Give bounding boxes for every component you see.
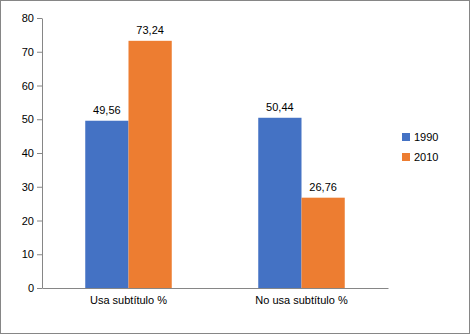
y-axis-line bbox=[42, 19, 43, 289]
chart-frame bbox=[1, 1, 470, 334]
x-axis-line bbox=[43, 288, 389, 289]
y-tick: 30 bbox=[22, 181, 42, 193]
x-tick-label: Usa subtítulo % bbox=[90, 294, 167, 306]
y-tick: 60 bbox=[22, 80, 42, 92]
x-tick: Usa subtítulo % bbox=[90, 288, 167, 306]
bar bbox=[129, 41, 172, 288]
x-tick-label: No usa subtítulo % bbox=[255, 294, 348, 306]
y-tick-label: 50 bbox=[22, 113, 34, 125]
y-tick: 40 bbox=[22, 147, 42, 159]
data-label: 50,44 bbox=[266, 101, 294, 113]
y-tick: 50 bbox=[22, 113, 42, 125]
y-tick: 70 bbox=[22, 46, 42, 58]
y-tick: 20 bbox=[22, 215, 42, 227]
x-tick: No usa subtítulo % bbox=[255, 288, 348, 306]
bars bbox=[85, 41, 345, 288]
bar bbox=[258, 118, 301, 288]
data-labels: 49,56 50,44 73,24 26,76 bbox=[93, 24, 337, 193]
x-axis: Usa subtítulo % No usa subtítulo % bbox=[43, 288, 389, 306]
legend-item: 2010 bbox=[402, 151, 438, 163]
bar bbox=[85, 121, 128, 288]
data-label: 49,56 bbox=[93, 104, 121, 116]
data-label: 73,24 bbox=[136, 24, 164, 36]
legend-item: 1990 bbox=[402, 131, 438, 143]
y-tick: 80 bbox=[22, 12, 42, 24]
plot: 0 10 20 30 40 50 60 70 80 Usa subtítulo % No usa s… bbox=[22, 12, 389, 306]
y-tick-mark bbox=[37, 18, 42, 19]
y-tick-mark bbox=[37, 153, 42, 154]
y-tick-mark bbox=[37, 119, 42, 120]
y-tick-label: 0 bbox=[28, 282, 34, 294]
y-tick-label: 20 bbox=[22, 215, 34, 227]
legend-label: 1990 bbox=[414, 131, 438, 143]
y-tick-mark bbox=[37, 86, 42, 87]
y-tick: 0 bbox=[28, 282, 42, 294]
legend-swatch bbox=[402, 133, 410, 141]
y-tick-label: 80 bbox=[22, 12, 34, 24]
y-tick: 10 bbox=[22, 248, 42, 260]
y-tick-mark bbox=[37, 187, 42, 188]
bar bbox=[302, 198, 345, 288]
y-tick-label: 10 bbox=[22, 248, 34, 260]
chart: 0 10 20 30 40 50 60 70 80 Usa subtítulo % No usa s… bbox=[0, 0, 470, 334]
y-axis: 0 10 20 30 40 50 60 70 80 bbox=[22, 12, 43, 294]
y-tick-label: 30 bbox=[22, 181, 34, 193]
y-tick-mark bbox=[37, 254, 42, 255]
y-tick-label: 70 bbox=[22, 46, 34, 58]
y-tick-mark bbox=[37, 52, 42, 53]
legend: 1990 2010 bbox=[402, 131, 438, 163]
y-tick-label: 60 bbox=[22, 80, 34, 92]
y-tick-label: 40 bbox=[22, 147, 34, 159]
y-tick-mark bbox=[37, 221, 42, 222]
y-tick-mark bbox=[37, 288, 42, 289]
legend-label: 2010 bbox=[414, 151, 438, 163]
legend-swatch bbox=[402, 153, 410, 161]
data-label: 26,76 bbox=[309, 181, 337, 193]
